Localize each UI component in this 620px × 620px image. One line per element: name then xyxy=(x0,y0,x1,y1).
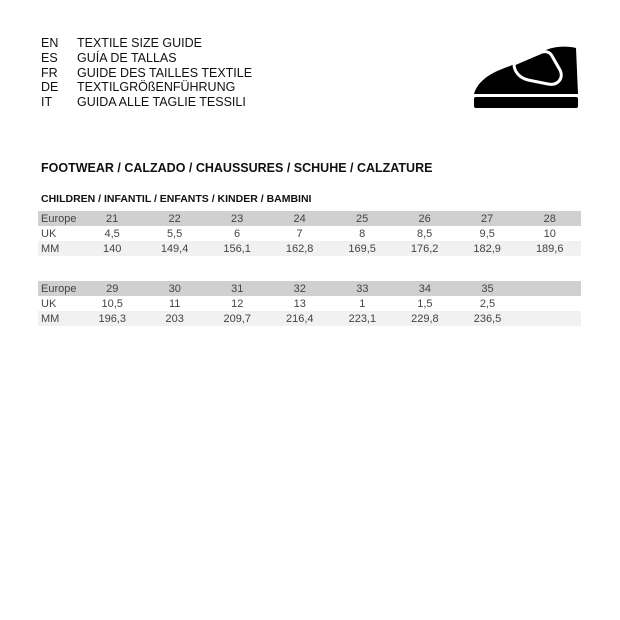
table-cell: 8,5 xyxy=(417,227,433,240)
table-cell: 31 xyxy=(231,282,244,295)
table-row: Europe 29 30 31 32 33 34 35 xyxy=(38,281,581,296)
table-cell: 12 xyxy=(231,297,244,310)
table-cell: 8 xyxy=(359,227,366,240)
table-cell: 5,5 xyxy=(166,227,183,240)
language-titles: EN TEXTILE SIZE GUIDE ES GUÍA DE TALLAS FR… xyxy=(41,36,252,110)
table-row: MM 196,3 203 209,7 216,4 223,1 229,8 236,5 xyxy=(38,311,581,326)
table-cell: 35 xyxy=(481,282,494,295)
size-table: Europe 21 22 23 24 25 26 27 28 UK 4,5 5,5 6 7 8 8,5 9,5 1… xyxy=(38,211,581,256)
lang-row: DE TEXTILGRÖßENFÜHRUNG xyxy=(41,80,252,95)
table-cell: 21 xyxy=(106,212,119,225)
table-row: UK 10,5 11 12 13 1 1,5 2,5 xyxy=(38,296,581,311)
lang-title: GUÍA DE TALLAS xyxy=(77,50,177,65)
table-cell: 236,5 xyxy=(473,312,502,325)
row-label: MM xyxy=(41,312,60,325)
table-cell: 4,5 xyxy=(104,227,120,240)
table-cell: 149,4 xyxy=(160,242,189,255)
table-cell: 229,8 xyxy=(411,312,439,325)
table-cell: 156,1 xyxy=(223,242,251,255)
table-row: UK 4,5 5,5 6 7 8 8,5 9,5 10 xyxy=(38,226,581,241)
table-cell: 7 xyxy=(296,227,303,240)
subsection-title: CHILDREN / INFANTIL / ENFANTS / KINDER /… xyxy=(41,193,312,205)
table-row: Europe 21 22 23 24 25 26 27 28 xyxy=(38,211,581,226)
row-label: Europe xyxy=(41,282,77,295)
table-cell: 176,2 xyxy=(410,242,439,255)
section-title: FOOTWEAR / CALZADO / CHAUSSURES / SCHUHE… xyxy=(41,161,433,175)
lang-row: FR GUIDE DES TAILLES TEXTILE xyxy=(41,66,252,81)
table-cell: 216,4 xyxy=(286,312,314,325)
table-cell xyxy=(519,311,581,326)
table-cell: 25 xyxy=(356,212,369,225)
lang-code: IT xyxy=(41,95,53,110)
table-cell: 162,8 xyxy=(285,242,314,255)
table-cell: 13 xyxy=(293,297,306,310)
table-cell: 33 xyxy=(356,282,369,295)
table-cell: 2,5 xyxy=(479,297,496,310)
lang-title: TEXTILGRÖßENFÜHRUNG xyxy=(77,80,236,95)
table-cell: 189,6 xyxy=(535,242,564,255)
row-label: UK xyxy=(41,227,57,240)
table-cell: 30 xyxy=(168,282,181,295)
lang-code: EN xyxy=(41,36,59,50)
table-cell: 1 xyxy=(359,297,366,310)
table-cell xyxy=(519,296,581,311)
lang-title: GUIDE DES TAILLES TEXTILE xyxy=(77,65,253,80)
table-cell: 29 xyxy=(106,282,119,295)
table-cell: 32 xyxy=(293,282,306,295)
table-cell: 10 xyxy=(543,227,556,240)
lang-title: GUIDA ALLE TAGLIE TESSILI xyxy=(77,95,246,110)
lang-row: IT GUIDA ALLE TAGLIE TESSILI xyxy=(41,95,252,110)
table-cell: 24 xyxy=(293,212,306,225)
lang-code: DE xyxy=(41,80,59,95)
table-cell: 28 xyxy=(543,212,556,225)
lang-title: TEXTILE SIZE GUIDE xyxy=(77,36,203,50)
table-cell: 23 xyxy=(230,212,244,225)
table-cell xyxy=(519,281,581,296)
table-cell: 1,5 xyxy=(417,297,433,310)
table-cell: 9,5 xyxy=(479,227,495,240)
table-cell: 11 xyxy=(169,297,181,310)
table-cell: 182,9 xyxy=(473,242,501,255)
lang-row: ES GUÍA DE TALLAS xyxy=(41,51,252,66)
table-cell: 196,3 xyxy=(98,312,126,325)
lang-code: ES xyxy=(41,50,58,65)
table-cell: 22 xyxy=(168,212,181,225)
lang-row: EN TEXTILE SIZE GUIDE xyxy=(41,36,252,51)
table-cell: 27 xyxy=(481,212,494,225)
table-cell: 223,1 xyxy=(348,312,377,325)
row-label: Europe xyxy=(41,212,77,225)
table-cell: 140 xyxy=(102,242,122,255)
table-cell: 203 xyxy=(165,312,184,325)
table-cell: 6 xyxy=(234,227,241,240)
shoe-icon xyxy=(474,46,578,108)
table-cell: 169,5 xyxy=(348,242,376,255)
row-label: UK xyxy=(41,297,57,310)
size-table: Europe 29 30 31 32 33 34 35 UK 10,5 11 12 13 1 1,5 2,5 M… xyxy=(38,281,581,326)
table-row: MM 140 149,4 156,1 162,8 169,5 176,2 182,9 189,6 xyxy=(38,241,581,256)
table-cell: 26 xyxy=(418,212,431,225)
table-cell: 10,5 xyxy=(101,297,123,310)
row-label: MM xyxy=(41,242,60,255)
lang-code: FR xyxy=(41,65,58,80)
table-cell: 34 xyxy=(418,282,432,295)
table-cell: 209,7 xyxy=(223,312,251,325)
